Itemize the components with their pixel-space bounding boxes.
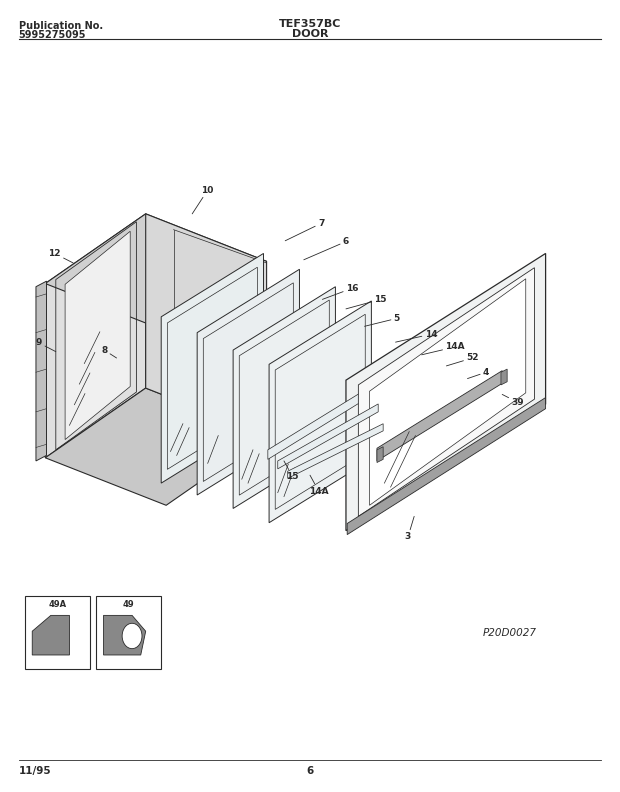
Text: 49: 49 [123,600,135,609]
Bar [96,596,161,669]
Polygon shape [167,417,192,437]
Text: 14A: 14A [422,342,465,355]
Text: 5: 5 [365,314,400,326]
Polygon shape [32,615,69,655]
Text: 12: 12 [48,249,73,263]
Text: DOOR: DOOR [292,29,328,40]
Polygon shape [268,385,373,459]
Polygon shape [146,214,267,436]
Text: 3: 3 [405,516,414,542]
Text: 14: 14 [396,329,437,342]
Text: 16: 16 [322,284,358,299]
Text: P20D0027: P20D0027 [482,627,536,638]
Text: 6: 6 [304,237,349,260]
Text: 49A: 49A [48,600,66,609]
Polygon shape [346,253,546,531]
Polygon shape [65,231,130,440]
Text: 4: 4 [467,367,489,379]
Polygon shape [347,398,546,535]
Polygon shape [45,214,267,331]
Text: 15: 15 [346,295,387,309]
Polygon shape [370,279,526,505]
Polygon shape [288,424,383,478]
Polygon shape [45,388,267,505]
Polygon shape [269,301,371,523]
Text: 9: 9 [36,338,56,352]
Polygon shape [161,253,264,483]
Text: 6: 6 [306,766,314,776]
Text: 5995275095: 5995275095 [19,30,86,40]
Polygon shape [197,269,299,495]
Text: 52: 52 [446,353,479,366]
Polygon shape [36,281,46,461]
Text: 15: 15 [284,461,299,482]
Polygon shape [45,214,146,458]
Text: 14A: 14A [309,475,329,496]
Text: 10: 10 [192,185,214,214]
Bar [25,596,90,669]
Text: 7: 7 [285,219,324,241]
Polygon shape [358,268,534,516]
Polygon shape [104,615,146,655]
Text: Publication No.: Publication No. [19,21,103,31]
Circle shape [122,623,142,649]
Text: TEF357BC: TEF357BC [279,19,341,29]
Text: 11/95: 11/95 [19,766,51,776]
Polygon shape [233,287,335,508]
Text: 8: 8 [101,345,117,358]
Text: 39: 39 [502,394,524,407]
Polygon shape [377,447,383,463]
Polygon shape [377,371,502,461]
Polygon shape [278,404,378,469]
Polygon shape [501,369,507,385]
